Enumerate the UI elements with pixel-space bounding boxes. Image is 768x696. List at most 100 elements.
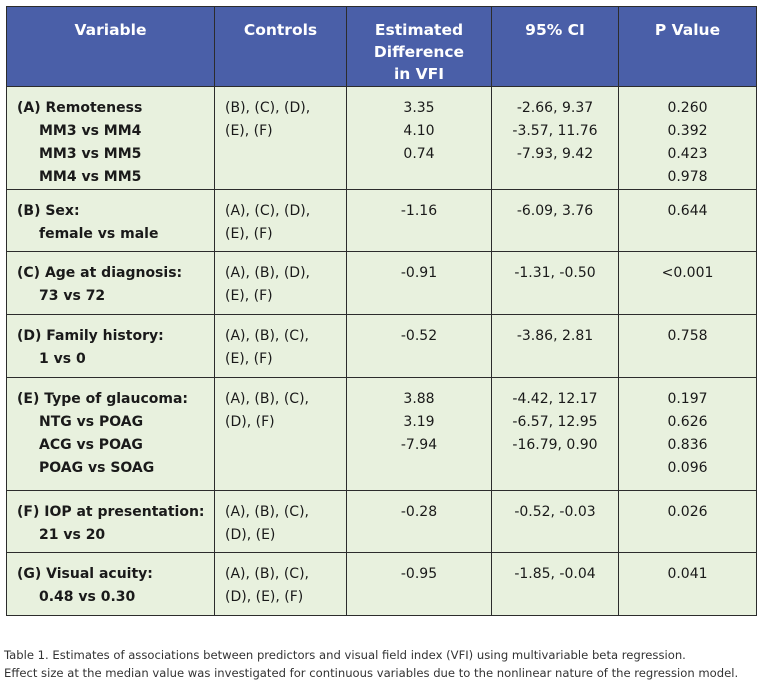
- ci-value: -6.09, 3.76: [516, 203, 594, 219]
- ci-value: -7.93, 9.42: [516, 146, 594, 162]
- controls-line: (E), (F): [225, 351, 273, 367]
- header-ci: 95% CI: [491, 6, 619, 87]
- p-value-cell: 0.041: [618, 552, 757, 616]
- difference-cell: -0.95: [346, 552, 492, 616]
- variable-comparison: MM4 vs MM5: [39, 169, 142, 185]
- variable-name: (D) Family history:: [17, 328, 164, 344]
- controls-line: (D), (E): [225, 527, 276, 543]
- difference-value: -0.52: [400, 328, 438, 344]
- controls-cell: (A), (B), (C), (D), (E), (F): [214, 552, 347, 616]
- header-variable: Variable: [6, 6, 215, 87]
- p-value-cell: 0.197 0.626 0.836 0.096: [618, 377, 757, 491]
- controls-line: (A), (B), (C),: [225, 566, 309, 582]
- ci-value: -1.85, -0.04: [514, 566, 596, 582]
- caption-line-2: Effect size at the median value was inve…: [4, 666, 739, 680]
- ci-value: -2.66, 9.37: [516, 100, 594, 116]
- difference-value: 3.19: [403, 414, 435, 430]
- header-estimated-difference: Estimated Difference in VFI: [346, 6, 492, 87]
- header-diff-line-2: Difference: [373, 43, 465, 61]
- variable-cell: (B) Sex: female vs male: [6, 189, 215, 252]
- header-p-value: P Value: [618, 6, 757, 87]
- variable-cell: (E) Type of glaucoma: NTG vs POAG ACG vs P…: [6, 377, 215, 491]
- p-value: 0.758: [667, 328, 708, 344]
- table-row: (E) Type of glaucoma: NTG vs POAG ACG vs P…: [6, 377, 757, 491]
- controls-cell: (B), (C), (D), (E), (F): [214, 86, 347, 190]
- controls-line: (D), (E), (F): [225, 589, 304, 605]
- p-value-cell: 0.026: [618, 490, 757, 553]
- table-caption: Table 1. Estimates of associations betwe…: [4, 646, 764, 682]
- header-diff-line-3: in VFI: [393, 65, 445, 83]
- table-body: (A) Remoteness MM3 vs MM4 MM3 vs MM5 MM4 vs…: [6, 86, 757, 616]
- controls-line: (A), (B), (C),: [225, 391, 309, 407]
- controls-cell: (A), (B), (C), (D), (E): [214, 490, 347, 553]
- difference-cell: 3.35 4.10 0.74: [346, 86, 492, 190]
- p-value: 0.026: [667, 504, 708, 520]
- difference-value: -0.95: [400, 566, 438, 582]
- ci-value: -1.31, -0.50: [514, 265, 596, 281]
- controls-line: (A), (B), (C),: [225, 328, 309, 344]
- controls-line: (A), (B), (C),: [225, 504, 309, 520]
- table-row: (A) Remoteness MM3 vs MM4 MM3 vs MM5 MM4 vs…: [6, 86, 757, 190]
- ci-cell: -3.86, 2.81: [491, 314, 619, 378]
- difference-value: 0.74: [403, 146, 435, 162]
- variable-name: (G) Visual acuity:: [17, 566, 153, 582]
- difference-cell: -0.52: [346, 314, 492, 378]
- difference-value: -1.16: [400, 203, 438, 219]
- controls-line: (D), (F): [225, 414, 275, 430]
- caption-line-1: Table 1. Estimates of associations betwe…: [4, 648, 686, 662]
- controls-line: (B), (C), (D),: [225, 100, 311, 116]
- variable-name: (C) Age at diagnosis:: [17, 265, 183, 281]
- table-row: (B) Sex: female vs male (A), (C), (D), (E),…: [6, 189, 757, 252]
- p-value: 0.197: [667, 391, 708, 407]
- variable-cell: (G) Visual acuity: 0.48 vs 0.30: [6, 552, 215, 616]
- p-value: 0.041: [667, 566, 708, 582]
- p-value: 0.096: [667, 460, 708, 476]
- ci-value: -3.57, 11.76: [512, 123, 598, 139]
- variable-comparison: MM3 vs MM4: [39, 123, 142, 139]
- variable-name: (F) IOP at presentation:: [17, 504, 205, 520]
- controls-line: (A), (B), (D),: [225, 265, 310, 281]
- difference-cell: -0.91: [346, 251, 492, 315]
- table-row: (D) Family history: 1 vs 0 (A), (B), (C), (…: [6, 314, 757, 378]
- results-table: Variable Controls Estimated Difference i…: [6, 6, 757, 616]
- ci-cell: -1.85, -0.04: [491, 552, 619, 616]
- p-value: 0.836: [667, 437, 708, 453]
- p-value-cell: 0.260 0.392 0.423 0.978: [618, 86, 757, 190]
- ci-cell: -6.09, 3.76: [491, 189, 619, 252]
- controls-cell: (A), (C), (D), (E), (F): [214, 189, 347, 252]
- variable-name: (A) Remoteness: [17, 100, 143, 116]
- table-row: (F) IOP at presentation: 21 vs 20 (A), (B)…: [6, 490, 757, 553]
- variable-name: (B) Sex:: [17, 203, 80, 219]
- variable-comparison: 21 vs 20: [39, 527, 106, 543]
- ci-value: -4.42, 12.17: [512, 391, 598, 407]
- p-value: 0.392: [667, 123, 708, 139]
- ci-value: -0.52, -0.03: [514, 504, 596, 520]
- variable-comparison: female vs male: [39, 226, 159, 242]
- variable-cell: (D) Family history: 1 vs 0: [6, 314, 215, 378]
- p-value: 0.260: [667, 100, 708, 116]
- ci-value: -6.57, 12.95: [512, 414, 598, 430]
- difference-value: 3.88: [403, 391, 435, 407]
- table-row: (C) Age at diagnosis: 73 vs 72 (A), (B), (…: [6, 251, 757, 315]
- variable-comparison: MM3 vs MM5: [39, 146, 142, 162]
- header-diff-line-1: Estimated: [374, 21, 464, 39]
- p-value: 0.626: [667, 414, 708, 430]
- table-row: (G) Visual acuity: 0.48 vs 0.30 (A), (B), …: [6, 552, 757, 616]
- header-row: Variable Controls Estimated Difference i…: [6, 6, 757, 87]
- ci-cell: -0.52, -0.03: [491, 490, 619, 553]
- difference-cell: -1.16: [346, 189, 492, 252]
- variable-comparison: ACG vs POAG: [39, 437, 143, 453]
- p-value: 0.978: [667, 169, 708, 185]
- p-value-cell: 0.644: [618, 189, 757, 252]
- difference-value: 4.10: [403, 123, 435, 139]
- controls-line: (E), (F): [225, 288, 273, 304]
- p-value: <0.001: [661, 265, 714, 281]
- variable-name: (E) Type of glaucoma:: [17, 391, 189, 407]
- difference-value: -0.28: [400, 504, 438, 520]
- ci-value: -16.79, 0.90: [512, 437, 598, 453]
- ci-cell: -1.31, -0.50: [491, 251, 619, 315]
- variable-comparison: NTG vs POAG: [39, 414, 144, 430]
- ci-value: -3.86, 2.81: [516, 328, 594, 344]
- variable-comparison: POAG vs SOAG: [39, 460, 155, 476]
